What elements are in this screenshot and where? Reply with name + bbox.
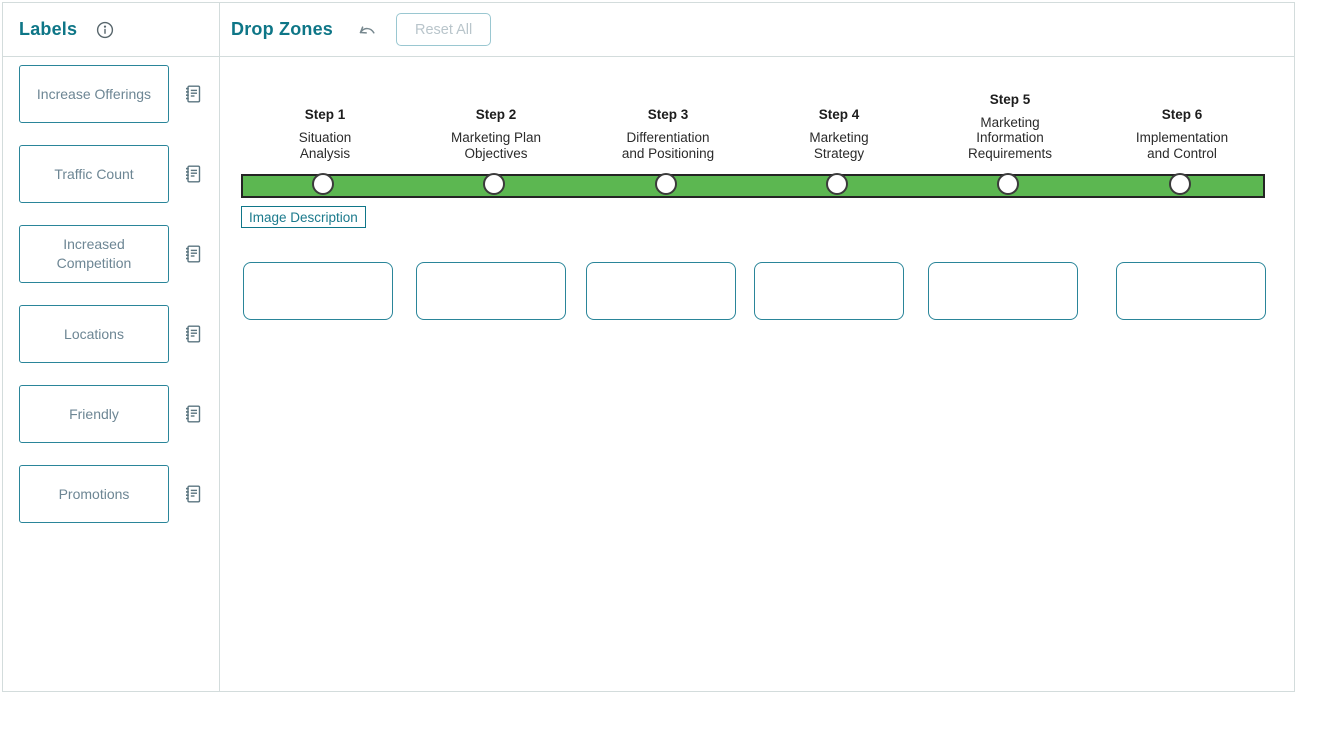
label-chip-traffic-count[interactable]: Traffic Count: [19, 145, 169, 203]
step-title: Marketing Plan Objectives: [450, 130, 542, 161]
step-title: Situation Analysis: [298, 130, 352, 161]
timeline-dot-5: [997, 173, 1019, 195]
notes-icon[interactable]: [185, 85, 201, 103]
drop-zone-1[interactable]: [243, 262, 393, 320]
step-title: Differentiation and Positioning: [621, 130, 715, 161]
timeline-dot-4: [826, 173, 848, 195]
label-text: Increase Offerings: [36, 85, 152, 102]
timeline-bar: [241, 174, 1265, 198]
label-chip-increased-competition[interactable]: Increased Competition: [19, 225, 169, 283]
notes-icon[interactable]: [185, 485, 201, 503]
labels-title: Labels: [19, 19, 78, 39]
notes-icon[interactable]: [185, 325, 201, 343]
labels-panel: Labels Increase Offerings: [3, 3, 220, 691]
timeline-step-4: Step 4 Marketing Strategy: [753, 85, 925, 161]
step-name: Step 1: [304, 107, 346, 122]
label-chip-locations[interactable]: Locations: [19, 305, 169, 363]
notes-icon[interactable]: [185, 245, 201, 263]
image-description-button[interactable]: Image Description: [241, 206, 366, 228]
timeline-dot-6: [1169, 173, 1191, 195]
timeline-step-3: Step 3 Differentiation and Positioning: [582, 85, 754, 161]
labels-header: Labels: [3, 3, 219, 57]
label-row: Increase Offerings: [19, 65, 219, 123]
timeline-step-1: Step 1 Situation Analysis: [239, 85, 411, 161]
label-row: Increased Competition: [19, 225, 219, 283]
drop-zone-4[interactable]: [754, 262, 904, 320]
label-row: Promotions: [19, 465, 219, 523]
timeline-step-2: Step 2 Marketing Plan Objectives: [410, 85, 582, 161]
label-text: Locations: [64, 325, 124, 342]
label-text: Traffic Count: [54, 165, 134, 182]
drop-zone-2[interactable]: [416, 262, 566, 320]
label-chip-increase-offerings[interactable]: Increase Offerings: [19, 65, 169, 123]
step-name: Step 4: [818, 107, 860, 122]
timeline-step-5: Step 5 Marketing Information Requirement…: [924, 85, 1096, 161]
step-name: Step 2: [475, 107, 517, 122]
labels-list: Increase Offerings Traffic Count: [3, 57, 219, 545]
timeline-dot-3: [655, 173, 677, 195]
undo-icon[interactable]: [358, 23, 377, 37]
timeline-dot-2: [483, 173, 505, 195]
label-text: Promotions: [58, 485, 130, 502]
step-name: Step 3: [647, 107, 689, 122]
step-title: Marketing Strategy: [809, 130, 869, 161]
step-name: Step 5: [989, 91, 1031, 107]
notes-icon[interactable]: [185, 165, 201, 183]
reset-all-button[interactable]: Reset All: [396, 13, 492, 46]
label-chip-promotions[interactable]: Promotions: [19, 465, 169, 523]
drop-zones-panel: Drop Zones Reset All Step 1 Situation An…: [220, 3, 1294, 691]
step-title: Implementation and Control: [1135, 130, 1229, 161]
notes-icon[interactable]: [185, 405, 201, 423]
timeline-dot-1: [312, 173, 334, 195]
timeline-step-6: Step 6 Implementation and Control: [1096, 85, 1268, 161]
drop-zone-6[interactable]: [1116, 262, 1266, 320]
drop-zones-content: Step 1 Situation Analysis Step 2 Marketi…: [220, 57, 1294, 691]
activity-window: Labels Increase Offerings: [2, 2, 1295, 692]
label-row: Traffic Count: [19, 145, 219, 203]
label-text: Increased Competition: [56, 236, 132, 271]
step-name: Step 6: [1161, 107, 1203, 122]
drop-zone-5[interactable]: [928, 262, 1078, 320]
drop-zones-title: Drop Zones: [231, 19, 334, 39]
label-chip-friendly[interactable]: Friendly: [19, 385, 169, 443]
drop-zones-header: Drop Zones Reset All: [220, 3, 1294, 57]
label-row: Friendly: [19, 385, 219, 443]
drop-zone-3[interactable]: [586, 262, 736, 320]
label-row: Locations: [19, 305, 219, 363]
step-title: Marketing Information Requirements: [967, 114, 1053, 161]
info-icon[interactable]: [96, 21, 114, 39]
label-text: Friendly: [69, 405, 119, 422]
